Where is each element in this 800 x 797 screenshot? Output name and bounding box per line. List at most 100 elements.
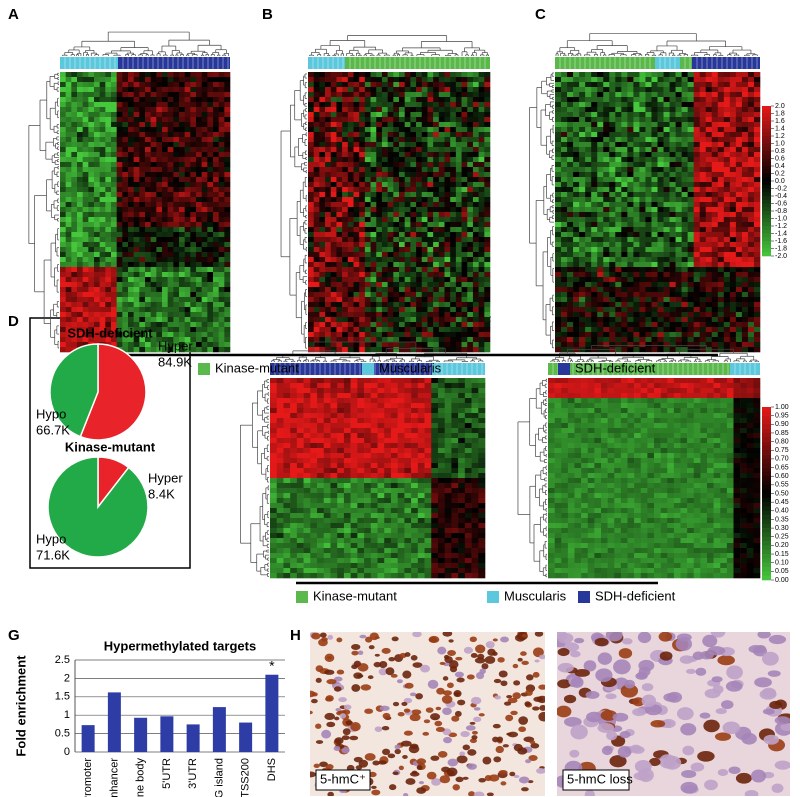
panel-label: H [290, 627, 301, 644]
heatmap-cell [201, 292, 208, 298]
heatmap-cell [455, 162, 462, 168]
heatmap-cell [94, 257, 100, 263]
heatmap-cell [156, 302, 163, 308]
heatmap-cell [387, 322, 394, 328]
heatmap-cell [461, 302, 468, 308]
heatmap-cell [190, 162, 197, 168]
heatmap-cell [353, 107, 360, 113]
heatmap-cell [122, 172, 129, 178]
heatmap-cell [444, 247, 451, 253]
heatmap-cell [597, 87, 604, 93]
heatmap-cell [77, 162, 83, 168]
heatmap-cell [77, 107, 83, 113]
heatmap-cell [381, 332, 388, 338]
heatmap-cell [723, 107, 731, 113]
heatmap-cell [723, 117, 731, 123]
heatmap-cell [71, 172, 78, 178]
heatmap-cell [319, 97, 326, 103]
heatmap-cell [416, 127, 423, 133]
heatmap-cell [308, 317, 314, 323]
heatmap-cell [330, 142, 337, 148]
heatmap-cell [753, 102, 761, 108]
heatmap-cell [122, 292, 129, 298]
heatmap-cell [94, 327, 100, 333]
heatmap-cell [139, 322, 146, 328]
heatmap-cell [416, 322, 423, 328]
heatmap-cell [399, 312, 405, 318]
heatmap-cell [156, 222, 163, 228]
heatmap-cell [427, 82, 434, 88]
heatmap-cell [60, 312, 66, 318]
heatmap-cell [319, 72, 326, 78]
heatmap-cell [639, 117, 646, 123]
heatmap-cell [71, 207, 78, 213]
heatmap-cell [224, 87, 231, 93]
heatmap-cell [416, 312, 423, 318]
heatmap-cell [621, 97, 628, 103]
heatmap-cell [427, 252, 434, 258]
heatmap-cell [313, 282, 320, 288]
heatmap-cell [404, 197, 411, 203]
heatmap-cell [353, 347, 360, 353]
heatmap-cell [162, 112, 168, 118]
heatmap-cell [478, 262, 485, 268]
heatmap-cell [729, 122, 737, 128]
heatmap-cell [128, 277, 134, 283]
heatmap-cell [381, 157, 388, 163]
heatmap-cell [150, 327, 157, 333]
heatmap-cell [478, 137, 485, 143]
heatmap-cell [399, 192, 405, 198]
heatmap-cell [94, 267, 100, 273]
heatmap-cell [190, 122, 197, 128]
heatmap-cell [133, 262, 140, 268]
heatmap-cell [196, 267, 202, 273]
heatmap-cell [461, 252, 468, 258]
heatmap-cell [224, 162, 231, 168]
heatmap-cell [94, 162, 100, 168]
heatmap-cell [156, 247, 163, 253]
heatmap-cell [427, 232, 434, 238]
heatmap-cell [399, 302, 405, 308]
heatmap-cell [370, 227, 377, 233]
heatmap-cell [71, 197, 78, 203]
heatmap-cell [167, 202, 174, 208]
heatmap-cell [467, 92, 474, 98]
heatmap-cell [387, 142, 394, 148]
heatmap-cell [207, 297, 214, 303]
heatmap-cell [370, 222, 377, 228]
heatmap-cell [116, 287, 123, 293]
heatmap-cell [438, 97, 445, 103]
heatmap-cell [353, 192, 360, 198]
heatmap-cell [416, 157, 423, 163]
heatmap-cell [404, 177, 411, 183]
heatmap-cell [224, 247, 231, 253]
heatmap-cell [179, 72, 185, 78]
heatmap-cell [359, 327, 366, 333]
heatmap-cell [364, 117, 371, 123]
heatmap-cell [467, 227, 474, 233]
heatmap-cell [579, 112, 586, 118]
heatmap-cell [330, 197, 337, 203]
heatmap-cell [393, 267, 400, 273]
heatmap-cell [330, 347, 337, 353]
heatmap-cell [156, 287, 163, 293]
heatmap-cell [111, 132, 117, 138]
heatmap-cell [167, 277, 174, 283]
heatmap-cell [116, 87, 123, 93]
heatmap-cell [467, 262, 474, 268]
heatmap-cell [461, 247, 468, 253]
heatmap-cell [201, 87, 208, 93]
heatmap-cell [472, 157, 479, 163]
heatmap-cell [207, 177, 214, 183]
heatmap-cell [693, 127, 701, 133]
heatmap-cell [603, 82, 610, 88]
heatmap-cell [438, 142, 445, 148]
heatmap-cell [735, 77, 743, 83]
heatmap-cell [218, 172, 225, 178]
heatmap-cell [319, 237, 326, 243]
heatmap-cell [60, 227, 66, 233]
heatmap-cell [433, 302, 440, 308]
heatmap-cell [162, 147, 168, 153]
heatmap-cell [94, 107, 100, 113]
heatmap-cell [651, 122, 658, 128]
